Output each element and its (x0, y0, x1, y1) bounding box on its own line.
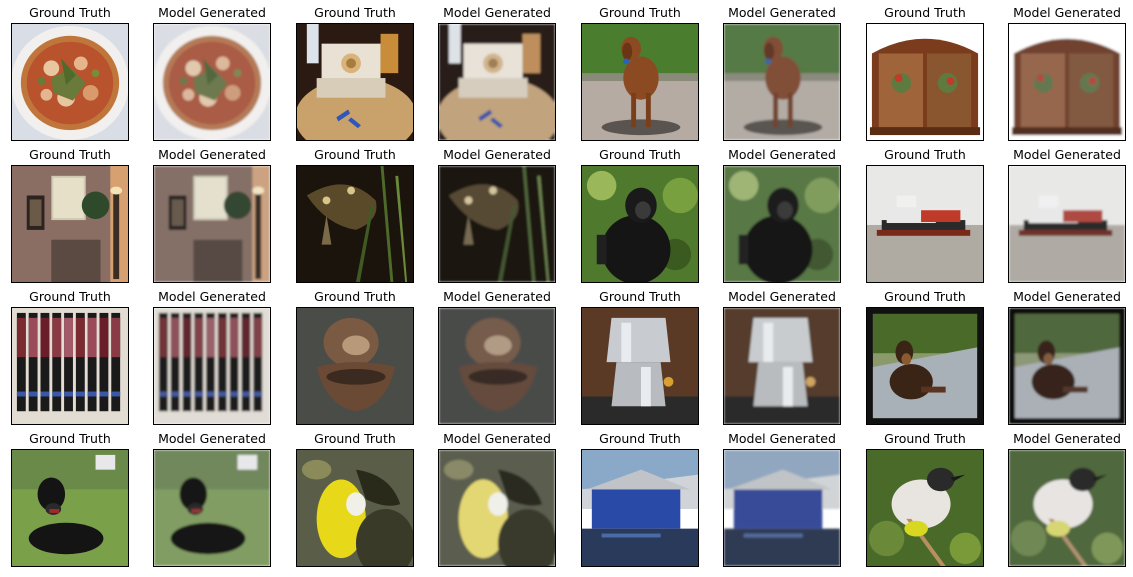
dog-standing-image (581, 23, 699, 141)
ground-truth-panel-boat: Ground Truth (866, 147, 984, 284)
ground-truth-panel-monkey: Ground Truth (581, 147, 699, 284)
ground-truth-panel-bird-branch: Ground Truth (866, 431, 984, 568)
wooden-cabinet-image (866, 23, 984, 141)
panel-title: Ground Truth (29, 289, 111, 304)
panel-title: Ground Truth (884, 5, 966, 20)
bird-branch-image (866, 449, 984, 567)
panel-title: Model Generated (443, 431, 551, 446)
generated-panel-frog-night: Model Generated (438, 147, 556, 284)
panel-title: Ground Truth (314, 431, 396, 446)
ground-truth-panel-pizza: Ground Truth (11, 5, 129, 142)
panel-title: Ground Truth (29, 5, 111, 20)
toucan-image (296, 449, 414, 567)
generated-panel-pizza: Model Generated (153, 5, 271, 142)
ground-truth-panel-toucan: Ground Truth (296, 431, 414, 568)
generated-panel-dog-sitting: Model Generated (1008, 289, 1126, 426)
panel-title: Ground Truth (884, 147, 966, 162)
monkey-image (723, 165, 841, 283)
panel-title: Model Generated (158, 5, 266, 20)
ground-truth-panel-dog-sitting: Ground Truth (866, 289, 984, 426)
panel-title: Model Generated (443, 289, 551, 304)
monkey-image (581, 165, 699, 283)
panel-title: Model Generated (158, 289, 266, 304)
panel-title: Ground Truth (599, 5, 681, 20)
wooden-cabinet-image (1008, 23, 1126, 141)
coffee-pot-image (581, 307, 699, 425)
dog-sitting-image (866, 307, 984, 425)
coffee-pot-image (723, 307, 841, 425)
generated-panel-toucan: Model Generated (438, 431, 556, 568)
living-room-image (11, 165, 129, 283)
generated-panel-bird-branch: Model Generated (1008, 431, 1126, 568)
generated-panel-monkey: Model Generated (723, 147, 841, 284)
ground-truth-panel-living-room: Ground Truth (11, 147, 129, 284)
ground-truth-panel-sewing-machine: Ground Truth (296, 5, 414, 142)
panel-title: Model Generated (158, 431, 266, 446)
lipsticks-image (153, 307, 271, 425)
panel-title: Model Generated (1013, 431, 1121, 446)
metal-object-image (296, 307, 414, 425)
living-room-image (153, 165, 271, 283)
generated-panel-dog-standing: Model Generated (723, 5, 841, 142)
panel-title: Model Generated (158, 147, 266, 162)
black-puppy-image (11, 449, 129, 567)
generated-panel-sewing-machine: Model Generated (438, 5, 556, 142)
panel-title: Ground Truth (599, 147, 681, 162)
pizza-image (153, 23, 271, 141)
panel-title: Model Generated (1013, 147, 1121, 162)
panel-title: Model Generated (443, 5, 551, 20)
ground-truth-panel-dog-standing: Ground Truth (581, 5, 699, 142)
panel-title: Model Generated (728, 431, 836, 446)
sewing-machine-image (438, 23, 556, 141)
bird-branch-image (1008, 449, 1126, 567)
generated-panel-black-puppy: Model Generated (153, 431, 271, 568)
blue-shed-image (581, 449, 699, 567)
ground-truth-panel-metal-object: Ground Truth (296, 289, 414, 426)
panel-title: Ground Truth (314, 147, 396, 162)
panel-title: Model Generated (1013, 5, 1121, 20)
ground-truth-panel-black-puppy: Ground Truth (11, 431, 129, 568)
ground-truth-panel-coffee-pot: Ground Truth (581, 289, 699, 426)
generated-panel-coffee-pot: Model Generated (723, 289, 841, 426)
generated-panel-metal-object: Model Generated (438, 289, 556, 426)
panel-title: Model Generated (728, 5, 836, 20)
metal-object-image (438, 307, 556, 425)
sewing-machine-image (296, 23, 414, 141)
panel-title: Ground Truth (884, 289, 966, 304)
generated-panel-lipsticks: Model Generated (153, 289, 271, 426)
toucan-image (438, 449, 556, 567)
panel-title: Model Generated (728, 147, 836, 162)
panel-title: Ground Truth (314, 5, 396, 20)
boat-image (1008, 165, 1126, 283)
frog-night-image (296, 165, 414, 283)
generated-panel-boat: Model Generated (1008, 147, 1126, 284)
panel-title: Model Generated (443, 147, 551, 162)
ground-truth-panel-wooden-cabinet: Ground Truth (866, 5, 984, 142)
generated-panel-blue-shed: Model Generated (723, 431, 841, 568)
frog-night-image (438, 165, 556, 283)
panel-title: Ground Truth (599, 431, 681, 446)
boat-image (866, 165, 984, 283)
pizza-image (11, 23, 129, 141)
dog-standing-image (723, 23, 841, 141)
panel-title: Ground Truth (884, 431, 966, 446)
lipsticks-image (11, 307, 129, 425)
panel-title: Ground Truth (314, 289, 396, 304)
blue-shed-image (723, 449, 841, 567)
generated-panel-living-room: Model Generated (153, 147, 271, 284)
panel-title: Model Generated (728, 289, 836, 304)
panel-title: Ground Truth (29, 147, 111, 162)
ground-truth-panel-lipsticks: Ground Truth (11, 289, 129, 426)
dog-sitting-image (1008, 307, 1126, 425)
generated-panel-wooden-cabinet: Model Generated (1008, 5, 1126, 142)
panel-title: Model Generated (1013, 289, 1121, 304)
panel-title: Ground Truth (599, 289, 681, 304)
panel-title: Ground Truth (29, 431, 111, 446)
black-puppy-image (153, 449, 271, 567)
ground-truth-panel-frog-night: Ground Truth (296, 147, 414, 284)
ground-truth-panel-blue-shed: Ground Truth (581, 431, 699, 568)
